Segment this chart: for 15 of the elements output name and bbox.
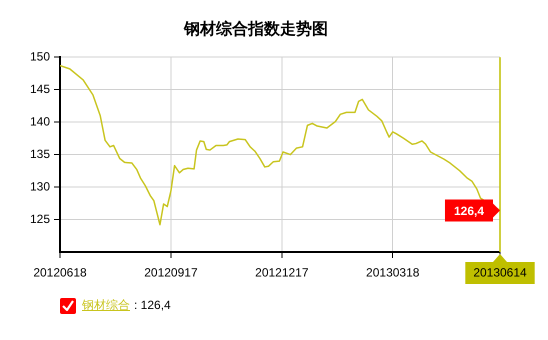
x-tick-label: 20120618 bbox=[33, 266, 88, 280]
text: : 126,4 bbox=[134, 298, 171, 312]
y-tick-label: 150 bbox=[30, 50, 50, 64]
y-tick-label: 140 bbox=[30, 114, 50, 128]
x-tick-label: 20121217 bbox=[255, 266, 309, 280]
x-tick-label: 20120917 bbox=[144, 266, 198, 280]
chart-title: 钢材综合指数走势图 bbox=[183, 20, 328, 38]
annotation: 126,4 bbox=[454, 204, 484, 218]
x-tick-label: 20130614 bbox=[473, 265, 528, 280]
y-tick-label: 135 bbox=[30, 146, 50, 161]
y-tick-label: 130 bbox=[30, 179, 50, 194]
x-tick-label: 20130318 bbox=[366, 266, 420, 280]
y-tick-label: 145 bbox=[30, 82, 50, 96]
y-tick-label: 125 bbox=[30, 212, 50, 226]
text: 钢材综合 bbox=[82, 298, 130, 312]
